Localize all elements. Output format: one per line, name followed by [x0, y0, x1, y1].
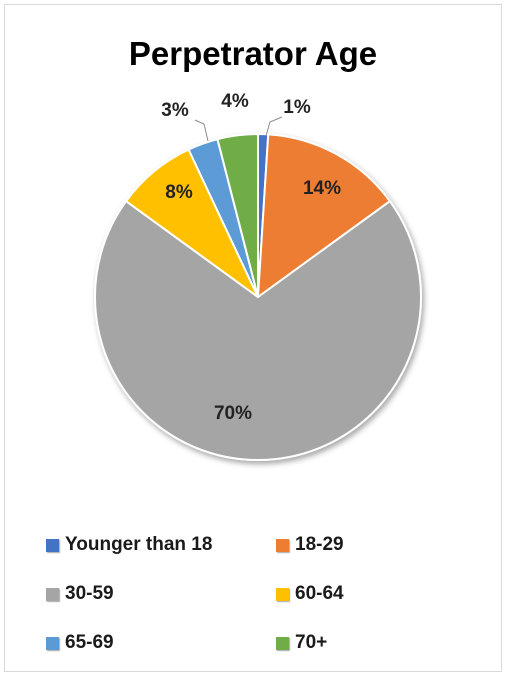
- legend-item-70: 70+: [276, 631, 327, 655]
- pie-slice-18-29: [256, 133, 392, 300]
- legend-swatch: [46, 587, 59, 601]
- legend-swatch: [276, 636, 289, 650]
- legend-label: Younger than 18: [65, 534, 213, 555]
- legend-item-18-29: 18-29: [276, 533, 344, 557]
- data-label-younger-than-18: 1%: [283, 97, 311, 118]
- legend-label: 30-59: [65, 583, 114, 604]
- data-label-30-59: 70%: [214, 403, 252, 424]
- legend-swatch: [46, 538, 59, 552]
- legend-item-30-59: 30-59: [46, 582, 114, 606]
- chart-title: Perpetrator Age: [128, 35, 378, 72]
- data-label-18-29: 14%: [303, 178, 341, 199]
- data-label-60-64: 8%: [165, 182, 193, 203]
- legend-item-younger-than-18: Younger than 18: [46, 533, 212, 557]
- leader-line-younger-than-18: [265, 116, 283, 137]
- legend-item-60-64: 60-64: [276, 582, 344, 606]
- pie-slice-70: [216, 132, 259, 298]
- legend-swatch: [276, 587, 289, 601]
- legend-swatch: [46, 636, 59, 650]
- pie-slice-30-59: [94, 199, 422, 461]
- legend-swatch: [276, 538, 289, 552]
- data-label-70: 4%: [221, 91, 249, 112]
- legend-label: 18-29: [295, 534, 344, 555]
- leader-line-65-69: [194, 119, 209, 142]
- data-label-65-69: 3%: [161, 100, 189, 121]
- legend-label: 65-69: [65, 632, 114, 653]
- legend-label: 60-64: [295, 583, 344, 604]
- legend-item-65-69: 65-69: [46, 631, 114, 655]
- legend-label: 70+: [295, 632, 328, 653]
